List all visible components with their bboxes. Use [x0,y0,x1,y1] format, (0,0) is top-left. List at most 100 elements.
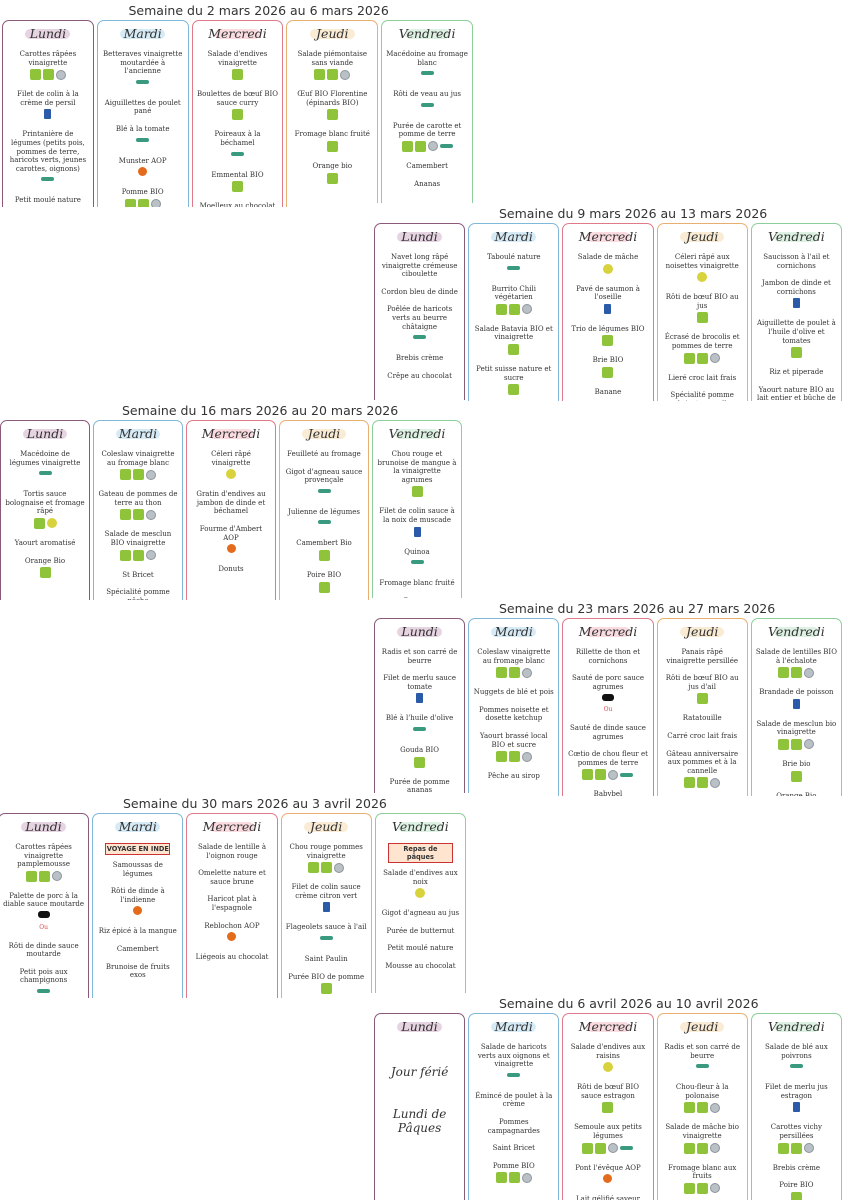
green-dish-icon [319,935,333,940]
quality-seal-icon [608,1143,619,1154]
dish-item: Saint Paulin [286,955,367,964]
organic-label-icon [495,751,507,763]
fish-icon [413,526,421,537]
organic-label-icon [684,1182,696,1194]
dish-name: Petit pois aux champignons [19,967,68,985]
label-icons [284,487,364,499]
organic-label-icon [133,549,144,561]
dish-item: Saucisson à l'ail et cornichons [756,253,837,270]
green-dish-icon [136,79,150,84]
green-dish-icon [420,102,434,107]
dish-item: Radis et son carré de beurre [662,1043,743,1074]
label-icons [5,517,85,530]
day-name-label: Vendredi [768,1019,825,1034]
green-dish-icon [507,1072,521,1077]
dish-name: Pêche au sirop [487,772,540,781]
dish-item: Orange Bio [5,557,85,580]
green-dish-icon [136,137,150,142]
week-title: Semaine du 23 mars 2026 au 27 mars 2026 [499,601,776,616]
dish-item: Petit moulé nature [380,944,461,953]
organic-label-icon [308,862,320,874]
dish-item: Samoussas de légumes [97,861,178,878]
dish-name: Crêpe au chocolat [387,371,452,380]
fish-icon [792,298,800,309]
dish-name: Brandade de poisson [759,688,834,697]
dish-name: Yaourt brassé local BIO et sucre [479,731,548,749]
quality-seal-icon [521,667,532,678]
pork-icon [37,911,50,919]
label-icons [377,558,457,570]
dish-list: Salade de blé aux poivrons Filet de merlu… [752,1043,841,1200]
day-column: Mercredi Salade de lentille à l'oignon ro… [186,813,278,998]
fish-icon [416,693,424,704]
dish-item: Carottes vichy persillées [756,1123,837,1154]
dish-name: Tortis sauce bolognaise et fromage râpé [5,490,85,516]
dish-item: Filet de merlu jus estragon [756,1083,837,1114]
dish-item: Jambon de dinde et cornichons [756,279,837,310]
organic-label-icon [696,693,708,705]
label-icons [3,987,84,998]
day-name: Lundi [375,1019,464,1037]
green-dish-icon [789,1064,803,1069]
local-label-icon [602,1062,613,1073]
quality-seal-icon [334,862,345,873]
week-title: Semaine du 9 mars 2026 au 13 mars 2026 [499,206,768,221]
dish-list: Betteraves vinaigrette moutardée à l'anc… [98,50,188,207]
dish-item: Emmental BIO [197,171,279,194]
day-name: Mercredi [187,426,275,444]
dish-name: Purée de carotte et pomme de terre [392,121,462,139]
day-name: Jeudi [658,229,747,247]
dish-list: VOYAGE EN INDE Samoussas de légumes Rôti d… [93,843,182,980]
week-block: Semaine du 23 mars 2026 au 27 mars 2026 L… [370,598,848,796]
dish-name: Filet de colin à la crème de persil [17,90,79,107]
day-name-label: Mercredi [578,1019,638,1034]
day-name-label: Jeudi [685,1019,719,1034]
day-name-label: Mercredi [202,819,262,834]
label-icons [473,264,554,276]
dish-list: Salade d'endives vinaigrette Boulettes de… [193,50,283,207]
day-column: Vendredi Macédoine au fromage blanc Rôti d… [381,20,473,207]
dish-item: Macédoine de légumes vinaigrette [5,450,85,481]
dish-item: Filet de colin à la crème de persil [7,90,89,121]
dish-name: Sauté de dinde sauce agrumes [570,723,646,741]
dish-list: Rillette de thon et cornichons Sauté de p… [563,648,652,796]
dish-item: Ratatouille [662,714,743,723]
dish-name: Purée BIO de pomme [288,972,365,981]
organic-label-icon [326,172,338,184]
dish-item: Aiguillettes de poulet pané [102,99,184,116]
day-column: Mercredi Salade d'endives aux raisins Rôti… [562,1013,654,1200]
label-icons [662,693,743,705]
dish-name: Panais râpé vinaigrette persillée [666,648,738,665]
organic-label-icon [697,352,709,364]
day-column: Vendredi Salade de lentilles BIO à l'écha… [750,618,842,796]
label-icons [3,870,84,883]
day-column: Vendredi Salade de blé aux poivrons Filet … [750,1013,842,1200]
label-icons [377,486,457,498]
green-dish-icon [695,1064,709,1069]
organic-label-icon [39,567,51,579]
organic-label-icon [508,384,520,396]
dish-item: Spécialité pomme abricot coupelle [662,391,743,401]
dish-name: Cordon bleu de dinde [381,287,458,296]
label-icons [191,469,271,481]
label-icons [473,1071,554,1083]
day-column: Lundi Carottes râpées vinaigrette Filet de… [2,20,94,207]
dish-name: Émincé de poulet à la crème [475,1091,553,1109]
dish-name: Boulettes de bœuf BIO sauce curry [196,90,279,107]
dish-item: Flageolets sauce à l'ail [286,923,367,946]
organic-label-icon [778,667,790,679]
day-name: Jeudi [658,624,747,642]
dish-item: Écrasé de brocolis et pommes de terre [662,333,743,364]
dish-item: Orange Bio [756,792,837,796]
holiday-label: Lundi de Pâques [392,1107,447,1135]
dish-name: Flageolets sauce à l'ail [285,923,367,932]
dish-name: Salade d'endives aux noix [383,869,458,886]
aop-label-icon [227,932,237,942]
dish-name: Chou-fleur à la polonaise [675,1083,729,1100]
day-name-label: Vendredi [388,426,446,441]
dish-name: Salade de lentille à l'oignon rouge [197,843,266,860]
dish-name: Carottes râpées vinaigrette pamplemousse [15,843,72,869]
dish-item: Émincé de poulet à la crème [473,1092,554,1109]
label-icons [102,167,184,179]
day-column: Mercredi Salade d'endives vinaigrette Boul… [191,20,284,207]
